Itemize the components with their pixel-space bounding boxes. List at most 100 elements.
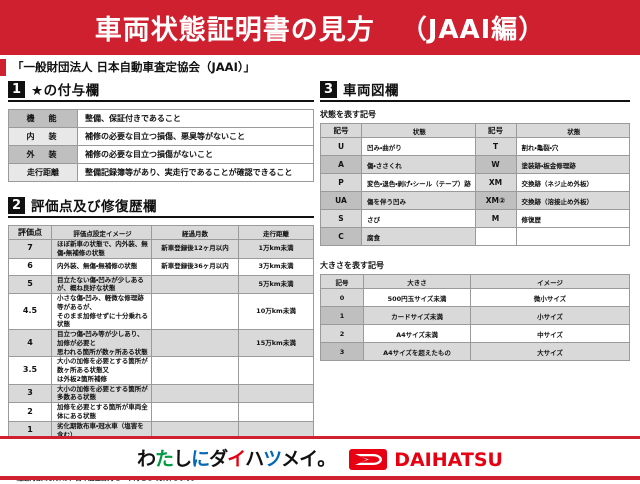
score-km: 15万km未満 <box>238 329 314 358</box>
state-left: 傷を伴う凹み <box>361 191 476 210</box>
table-row: 2 A4サイズ未満 中サイズ <box>320 324 630 343</box>
score-months <box>151 329 239 358</box>
page-title-suffix: （JAAI編） <box>400 15 546 45</box>
column-header-state-left: 状態 <box>361 123 476 138</box>
score-km: 1万km未満 <box>238 239 314 259</box>
size-symbol: 0 <box>320 288 364 307</box>
size-value: A4サイズを超えたもの <box>363 342 471 361</box>
score-point: 6 <box>8 257 52 276</box>
score-point: 5 <box>8 274 52 295</box>
criteria-desc: 補修の必要な目立つ損傷がないこと <box>77 145 314 164</box>
state-left: 傷・ささくれ <box>361 155 476 174</box>
column-header-symbol-left: 記号 <box>320 123 362 138</box>
symbol-left: A <box>320 155 362 174</box>
score-image: 大小の加修を必要とする箇所が多数ある状態 <box>51 383 152 404</box>
section-2-title: 評価点及び修復歴欄 <box>31 199 157 215</box>
criteria-desc: 補修の必要な目立つ損傷、悪臭等がないこと <box>77 127 314 146</box>
table-row: 3 大小の加修を必要とする箇所が多数ある状態 <box>8 383 314 404</box>
accent-bar-icon <box>0 58 6 76</box>
tagline-char-0: わ <box>137 448 156 470</box>
column-header-point: 評価点 <box>8 225 52 240</box>
column-header-image: 評価点設定イメージ <box>51 225 152 240</box>
table-header-row: 記号 状態 記号 状態 <box>320 123 630 138</box>
symbol-right: XM <box>474 173 517 192</box>
score-point: 4.5 <box>8 293 52 331</box>
score-image: 目立つ傷・凹み等が少しあり、加修が必要と 思われる箇所が数ヶ所ある状態 <box>51 329 152 358</box>
score-months: 新車登録後36ヶ月以内 <box>151 257 239 276</box>
table-row: 内 装 補修の必要な目立つ損傷、悪臭等がないこと <box>8 127 314 146</box>
table-row: 3.5 大小の加修を必要とする箇所が数ヶ所ある状態又 は外板2箇所補修 <box>8 356 314 385</box>
tagline-char-4: ダ <box>209 448 228 470</box>
state-right: 割れ・亀裂・穴 <box>515 137 630 156</box>
table-row: 1 劣化期散布車・冠水車（塩害を含む） <box>8 420 314 441</box>
score-km <box>238 402 314 422</box>
tagline-char-2: し <box>173 448 192 470</box>
score-point: 1 <box>8 420 52 441</box>
symbol-left: UA <box>320 191 362 210</box>
column-header-size: 大きさ <box>363 274 471 289</box>
symbol-left: S <box>320 209 362 228</box>
state-left: さび <box>361 209 476 228</box>
tagline-char-5: イ <box>227 448 246 470</box>
size-value: 500円玉サイズ未満 <box>363 288 471 307</box>
table-header-row: 評価点 評価点設定イメージ 経過月数 走行距離 <box>8 225 314 240</box>
table-row: 外 装 補修の必要な目立つ損傷がないこと <box>8 145 314 164</box>
score-km <box>238 383 314 404</box>
content-columns: 1 ★の付与欄 機 能 整備、保証付きであること 内 装 補修の必要な目立つ損傷… <box>0 79 640 484</box>
table-row: 7 ほぼ新車の状態で、内外装、無傷・無補修の状態 新車登録後12ヶ月以内 1万k… <box>8 239 314 259</box>
symbol-right: XM② <box>474 191 517 210</box>
evaluation-score-table: 評価点 評価点設定イメージ 経過月数 走行距離 7 ほぼ新車の状態で、内外装、無… <box>8 225 314 458</box>
score-image: 大小の加修を必要とする箇所が数ヶ所ある状態又 は外板2箇所補修 <box>51 356 152 385</box>
column-header-size-image: イメージ <box>470 274 630 289</box>
state-right: 修復歴 <box>515 209 630 228</box>
criteria-label: 外 装 <box>8 145 78 164</box>
symbol-table-caption: 状態を表す記号 <box>320 110 376 119</box>
section-1-title: ★の付与欄 <box>31 83 100 99</box>
daihatsu-d-mark-icon <box>349 449 388 470</box>
score-months <box>151 356 239 385</box>
section-2-number: 2 <box>8 196 25 214</box>
size-symbol: 3 <box>320 342 364 361</box>
criteria-label: 機 能 <box>8 109 78 128</box>
symbol-left: C <box>320 227 362 246</box>
size-image: 大サイズ <box>470 342 630 361</box>
score-image: 内外装、無傷・無補修の状態 <box>51 257 152 276</box>
table-row: P 変色・退色・剥げ・シール（テープ）跡 XM 交換跡（ネジ止め外板） <box>320 173 630 192</box>
table-row: 6 内外装、無傷・無補修の状態 新車登録後36ヶ月以内 3万km未満 <box>8 257 314 276</box>
table-row: 1 カードサイズ未満 小サイズ <box>320 306 630 325</box>
size-value: A4サイズ未満 <box>363 324 471 343</box>
symbol-left: P <box>320 173 362 192</box>
table-row: 3 A4サイズを超えたもの 大サイズ <box>320 342 630 361</box>
table-row: 4.5 小さな傷・凹み、軽微な修理跡等があるが、 そのまま加修せずに十分乗れる状… <box>8 293 314 331</box>
section-2-heading: 2 評価点及び修復歴欄 <box>8 195 314 218</box>
tagline-char-8: メ <box>281 448 300 470</box>
daihatsu-wordmark: DAIHATSU <box>394 448 503 471</box>
symbol-right: M <box>474 209 517 228</box>
tagline-char-1: た <box>155 448 174 470</box>
state-right: 塗装跡・板金修理跡 <box>515 155 630 174</box>
subtitle: 「一般財団法人 日本自動車査定協会（JAAI）」 <box>12 60 256 74</box>
table-row: UA 傷を伴う凹み XM② 交換跡（溶接止め外板） <box>320 191 630 210</box>
section-1-heading: 1 ★の付与欄 <box>8 79 314 102</box>
score-image: 劣化期散布車・冠水車（塩害を含む） <box>51 420 152 441</box>
score-months <box>151 402 239 422</box>
tagline-char-6: ハ <box>245 448 264 470</box>
column-header-km: 走行距離 <box>238 225 314 240</box>
size-image: 微小サイズ <box>470 288 630 307</box>
state-right: 交換跡（ネジ止め外板） <box>515 173 630 192</box>
symbol-right-empty <box>474 227 517 246</box>
score-image: 小さな傷・凹み、軽微な修理跡等があるが、 そのまま加修せずに十分乗れる状態 <box>51 293 152 331</box>
table-row: A 傷・ささくれ W 塗装跡・板金修理跡 <box>320 155 630 174</box>
size-image: 中サイズ <box>470 324 630 343</box>
table-row: U 凹み・曲がり T 割れ・亀裂・穴 <box>320 137 630 156</box>
criteria-label: 内 装 <box>8 127 78 146</box>
score-point: 4 <box>8 329 52 358</box>
section-1-number: 1 <box>8 80 25 98</box>
page-title: 車両状態証明書の見方 <box>94 15 375 46</box>
table-row: 機 能 整備、保証付きであること <box>8 109 314 128</box>
criteria-label: 走行距離 <box>8 163 78 182</box>
tagline-char-10: 。 <box>317 448 336 470</box>
daihatsu-logo: DAIHATSU <box>349 449 503 471</box>
page-title-bar: 車両状態証明書の見方 （JAAI編） <box>0 0 640 55</box>
